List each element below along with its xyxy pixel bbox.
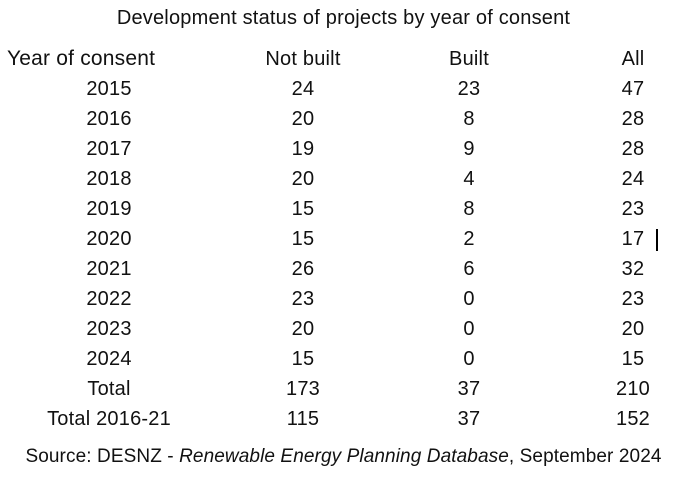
year-cell: 2019 — [86, 197, 132, 220]
column-header-not-built: Not built — [265, 47, 341, 70]
not-built-cell: 19 — [291, 137, 315, 160]
built-cell: 6 — [463, 257, 475, 280]
not-built-cell: 20 — [291, 107, 315, 130]
table-row-2015: 2015 24 23 47 — [0, 74, 687, 104]
all-cell: 15 — [621, 347, 645, 370]
table-row-total-2016-21: Total 2016-21 115 37 152 — [0, 404, 687, 434]
column-header-year-of-consent: Year of consent — [7, 47, 156, 70]
source-note: Source: DESNZ - Renewable Energy Plannin… — [0, 446, 687, 468]
not-built-cell: 26 — [291, 257, 315, 280]
source-prefix: Source: DESNZ - — [25, 446, 180, 467]
not-built-cell: 23 — [291, 287, 315, 310]
year-cell: 2017 — [86, 137, 132, 160]
table-row-2023: 2023 20 0 20 — [0, 314, 687, 344]
year-cell: 2022 — [86, 287, 132, 310]
year-cell: 2015 — [86, 77, 132, 100]
built-cell: 37 — [457, 377, 481, 400]
all-cell: 24 — [621, 167, 645, 190]
year-cell: 2024 — [86, 347, 132, 370]
year-cell: 2016 — [86, 107, 132, 130]
year-cell: 2023 — [86, 317, 132, 340]
table-row-2019: 2019 15 8 23 — [0, 194, 687, 224]
table-title: Development status of projects by year o… — [116, 7, 571, 29]
all-cell: 210 — [616, 377, 650, 400]
column-header-built: Built — [449, 47, 489, 70]
all-cell: 17 — [621, 227, 645, 250]
table-row-2018: 2018 20 4 24 — [0, 164, 687, 194]
table-row-2024: 2024 15 0 15 — [0, 344, 687, 374]
all-cell: 152 — [616, 407, 650, 430]
not-built-cell: 24 — [291, 77, 315, 100]
not-built-cell: 20 — [291, 167, 315, 190]
all-cell: 23 — [621, 197, 645, 220]
all-cell: 20 — [621, 317, 645, 340]
column-header-all: All — [621, 47, 645, 70]
table-header-row: Year of consent Not built Built All — [0, 44, 687, 74]
built-cell: 8 — [463, 107, 475, 130]
table-row-2017: 2017 19 9 28 — [0, 134, 687, 164]
not-built-cell: 15 — [291, 197, 315, 220]
all-cell: 23 — [621, 287, 645, 310]
not-built-cell: 20 — [291, 317, 315, 340]
source-database-title: Renewable Energy Planning Database — [179, 446, 509, 467]
not-built-cell: 115 — [286, 407, 320, 430]
all-cell: 28 — [621, 137, 645, 160]
text-cursor — [656, 229, 658, 251]
all-cell: 28 — [621, 107, 645, 130]
built-cell: 0 — [463, 347, 475, 370]
built-cell: 9 — [463, 137, 475, 160]
not-built-cell: 15 — [291, 347, 315, 370]
built-cell: 4 — [463, 167, 475, 190]
table-row-2022: 2022 23 0 23 — [0, 284, 687, 314]
built-cell: 37 — [457, 407, 481, 430]
data-table: Year of consent Not built Built All 2015… — [0, 44, 687, 434]
year-cell: 2020 — [86, 227, 132, 250]
table-row-2021: 2021 26 6 32 — [0, 254, 687, 284]
built-cell: 2 — [463, 227, 475, 250]
all-cell: 47 — [621, 77, 645, 100]
table-row-2020: 2020 15 2 17 — [0, 224, 687, 254]
built-cell: 23 — [457, 77, 481, 100]
year-cell: Total 2016-21 — [47, 407, 171, 430]
year-cell: Total — [87, 377, 131, 400]
table-row-2016: 2016 20 8 28 — [0, 104, 687, 134]
not-built-cell: 173 — [286, 377, 320, 400]
all-cell: 32 — [621, 257, 645, 280]
source-suffix: , September 2024 — [508, 446, 662, 467]
built-cell: 8 — [463, 197, 475, 220]
not-built-cell: 15 — [291, 227, 315, 250]
built-cell: 0 — [463, 287, 475, 310]
year-cell: 2018 — [86, 167, 132, 190]
built-cell: 0 — [463, 317, 475, 340]
year-cell: 2021 — [86, 257, 132, 280]
table-row-total: Total 173 37 210 — [0, 374, 687, 404]
